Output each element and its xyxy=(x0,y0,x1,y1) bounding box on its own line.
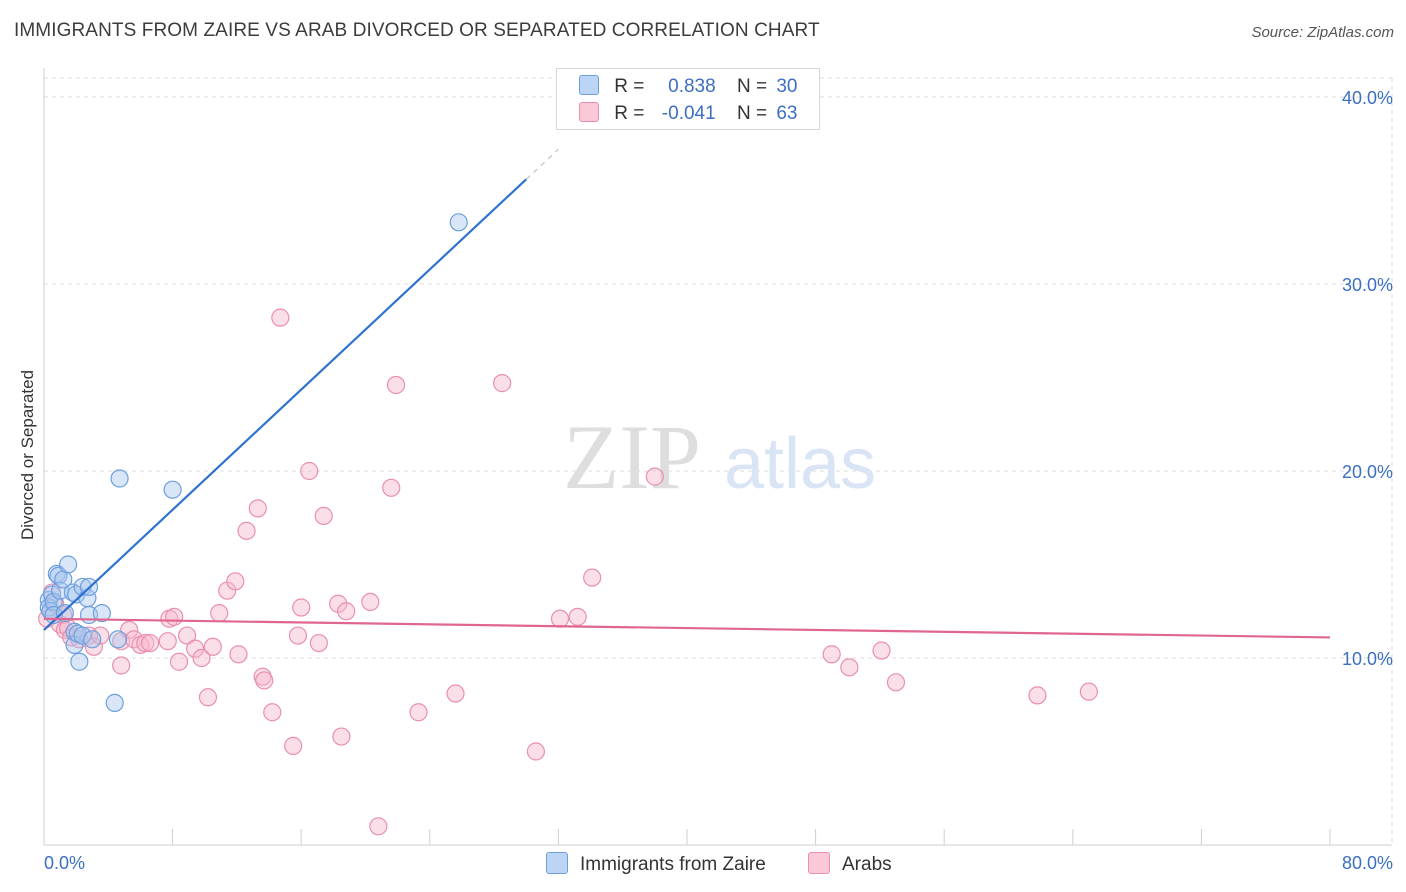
data-point-arabs xyxy=(271,308,290,327)
legend-r-label: R = xyxy=(614,76,645,97)
data-point-arabs xyxy=(369,817,388,836)
data-point-arabs xyxy=(337,602,356,621)
legend-n-label: N = xyxy=(736,76,768,97)
watermark-atlas: atlas xyxy=(724,424,876,504)
source-note: Source: ZipAtlas.com xyxy=(1251,24,1394,41)
legend-r-value-zaire: 0.838 xyxy=(668,76,716,97)
legend-n-label: N = xyxy=(736,103,768,124)
data-point-arabs xyxy=(226,572,245,591)
tick-labels: 10.0% 20.0% 30.0% 40.0% 0.0% 80.0% xyxy=(44,88,1393,873)
data-point-arabs xyxy=(203,637,222,656)
y-tick-label: 30.0% xyxy=(1342,275,1393,295)
y-axis-label: Divorced or Separated xyxy=(18,370,37,540)
chart-title: IMMIGRANTS FROM ZAIRE VS ARAB DIVORCED O… xyxy=(14,20,820,41)
data-point-arabs xyxy=(1079,682,1098,701)
data-point-arabs xyxy=(886,673,906,692)
data-point-zaire xyxy=(55,604,74,623)
data-point-arabs xyxy=(140,633,160,653)
legend-row-arabs: R = -0.041 N = 63 xyxy=(579,102,797,126)
data-point-arabs xyxy=(822,645,841,664)
data-point-zaire xyxy=(70,652,89,671)
y-tick-label: 10.0% xyxy=(1342,649,1393,669)
y-tick-label: 40.0% xyxy=(1342,88,1393,108)
trend-line-zaire xyxy=(43,178,528,631)
trend-line-arabs xyxy=(43,617,1331,639)
legend-n-value-zaire: 30 xyxy=(776,76,798,97)
data-point-arabs xyxy=(158,632,177,651)
data-point-zaire xyxy=(73,626,92,645)
data-point-arabs xyxy=(872,641,891,660)
y-tick-label: 20.0% xyxy=(1342,462,1393,482)
data-point-arabs xyxy=(192,648,211,668)
data-point-arabs xyxy=(210,604,229,623)
data-point-arabs xyxy=(300,461,319,481)
data-point-arabs xyxy=(284,736,303,755)
data-point-arabs xyxy=(292,598,311,617)
watermark: ZIP atlas xyxy=(563,406,876,508)
data-point-arabs xyxy=(446,684,465,703)
data-point-arabs xyxy=(361,592,380,612)
data-point-arabs xyxy=(255,671,274,690)
data-point-arabs xyxy=(165,607,184,626)
data-point-arabs xyxy=(550,609,570,628)
trend-line-zaire-extension xyxy=(525,148,559,180)
legend-swatch-zaire xyxy=(546,852,568,874)
legend-label-zaire: Immigrants from Zaire xyxy=(580,854,766,875)
stats-legend: R = 0.838 N = 30 R = -0.041 N = 63 xyxy=(556,68,820,130)
data-point-arabs xyxy=(382,478,401,497)
gridlines xyxy=(44,77,1393,845)
series-arabs xyxy=(38,308,1098,836)
data-point-arabs xyxy=(288,626,308,645)
data-point-arabs xyxy=(84,637,103,656)
data-point-arabs xyxy=(493,374,512,393)
data-point-arabs xyxy=(136,633,155,653)
data-point-arabs xyxy=(1028,686,1047,705)
legend-r-label: R = xyxy=(614,103,645,124)
data-point-arabs xyxy=(229,645,248,664)
legend-r-value-arabs: -0.041 xyxy=(661,103,716,124)
data-point-arabs xyxy=(177,626,197,645)
legend-label-arabs: Arabs xyxy=(842,854,892,875)
data-point-arabs xyxy=(526,742,545,761)
x-tick-label-max: 80.0% xyxy=(1342,853,1393,873)
data-point-arabs xyxy=(409,703,428,722)
data-point-zaire xyxy=(105,693,124,712)
data-point-zaire xyxy=(449,213,468,232)
data-point-arabs xyxy=(169,652,189,671)
data-point-zaire xyxy=(44,592,63,612)
data-point-arabs xyxy=(386,375,406,395)
watermark-zip: ZIP xyxy=(563,406,701,508)
data-point-arabs xyxy=(186,639,205,658)
data-point-arabs xyxy=(198,688,218,707)
legend-swatch-arabs xyxy=(808,852,830,874)
data-point-arabs xyxy=(314,506,333,525)
data-point-arabs xyxy=(840,658,859,677)
data-point-arabs xyxy=(112,656,131,675)
data-point-arabs xyxy=(583,568,602,587)
axes xyxy=(43,68,1392,846)
data-point-zaire xyxy=(163,480,182,499)
data-point-arabs xyxy=(309,633,328,653)
data-point-zaire xyxy=(83,630,102,649)
data-point-zaire xyxy=(108,630,128,649)
data-point-arabs xyxy=(248,499,267,518)
data-point-zaire xyxy=(59,555,78,574)
trend-lines xyxy=(43,148,1331,639)
data-point-arabs xyxy=(263,703,282,722)
data-point-arabs xyxy=(332,727,351,746)
data-point-arabs xyxy=(237,521,256,540)
x-tick-label-min: 0.0% xyxy=(44,853,85,873)
legend-item-zaire: Immigrants from Zaire xyxy=(546,852,766,876)
data-point-zaire xyxy=(110,469,129,488)
data-point-arabs xyxy=(645,467,664,486)
legend-swatch-arabs xyxy=(579,102,599,122)
data-point-zaire xyxy=(92,604,111,623)
legend-swatch-zaire xyxy=(579,75,599,95)
legend-row-zaire: R = 0.838 N = 30 xyxy=(579,75,797,99)
legend-item-arabs: Arabs xyxy=(808,852,892,876)
data-point-arabs xyxy=(568,607,587,626)
legend-n-value-arabs: 63 xyxy=(776,103,798,124)
